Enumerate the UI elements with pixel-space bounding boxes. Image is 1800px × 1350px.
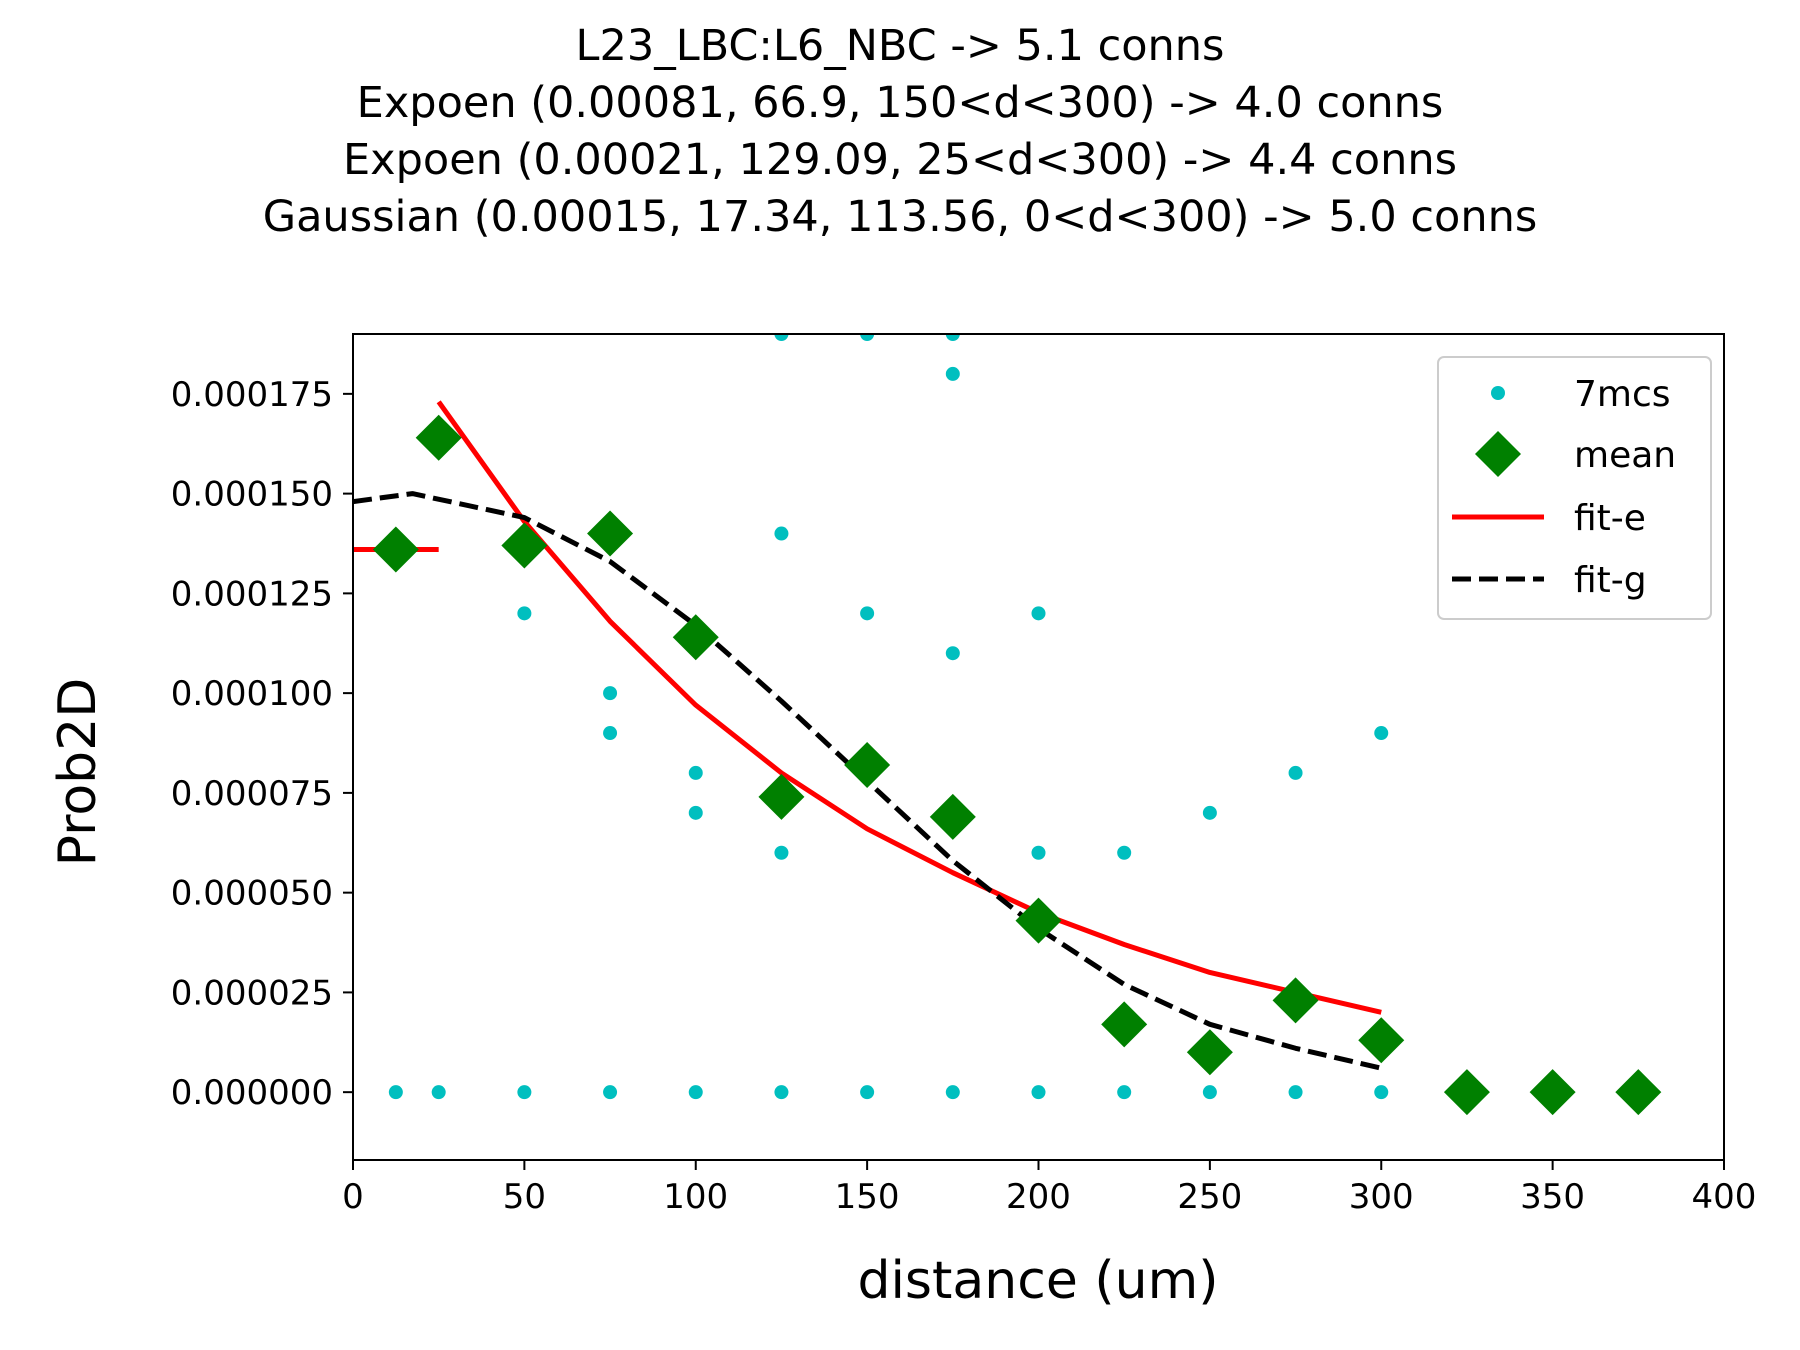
x-tick-label: 250 <box>1177 1177 1242 1217</box>
sample-point <box>1117 1085 1132 1100</box>
sample-point <box>603 1085 618 1100</box>
plot-area <box>353 334 1662 1116</box>
sample-point <box>774 1085 789 1100</box>
sample-point <box>1117 845 1132 860</box>
legend-label: fit-e <box>1574 498 1646 539</box>
y-tick-label: 0.000050 <box>171 874 333 914</box>
mean-marker <box>501 522 548 569</box>
mean-marker <box>587 510 634 557</box>
x-tick-label: 0 <box>342 1177 364 1217</box>
legend-label: fit-g <box>1574 560 1647 601</box>
mean-marker <box>929 793 976 840</box>
mean-marker <box>1015 897 1062 944</box>
sample-point <box>1202 805 1217 820</box>
y-tick-label: 0.000075 <box>171 774 333 814</box>
y-axis-label: Prob2D <box>48 678 108 867</box>
sample-point <box>688 1085 703 1100</box>
mean-marker <box>415 414 462 461</box>
mean-marker <box>372 526 419 573</box>
sample-point <box>1031 606 1046 621</box>
y-tick-label: 0.000025 <box>171 973 333 1013</box>
mean-marker <box>844 741 891 788</box>
mean-marker <box>1101 1001 1148 1048</box>
sample-point <box>1288 765 1303 780</box>
sample-point <box>688 805 703 820</box>
fit-e-line <box>436 400 1382 1015</box>
sample-point <box>945 334 960 341</box>
legend-marker-7mcs <box>1491 386 1505 400</box>
sample-point <box>774 334 789 341</box>
mean-marker <box>1529 1069 1576 1116</box>
mean-marker <box>758 773 805 820</box>
legend-label: 7mcs <box>1574 374 1671 415</box>
legend-label: mean <box>1574 435 1676 476</box>
mean-marker <box>1272 977 1319 1024</box>
sample-point <box>945 1085 960 1100</box>
x-tick-label: 50 <box>503 1177 546 1217</box>
sample-point <box>431 1085 446 1100</box>
title-line-1: L23_LBC:L6_NBC -> 5.1 conns <box>576 21 1225 71</box>
legend-marker-mean <box>1475 431 1521 477</box>
title-line-4: Gaussian (0.00015, 17.34, 113.56, 0<d<30… <box>263 192 1537 242</box>
sample-point <box>1202 1085 1217 1100</box>
x-tick-label: 400 <box>1692 1177 1757 1217</box>
plot-marks <box>353 334 1389 1100</box>
sample-point <box>603 726 618 741</box>
sample-point <box>860 606 875 621</box>
legend-box <box>1437 356 1712 620</box>
y-tick-label: 0.000100 <box>171 674 333 714</box>
sample-point <box>603 686 618 701</box>
plot-marks-overflow <box>372 414 1662 1116</box>
legend: 7mcs mean fit-e fit-g <box>1437 356 1712 620</box>
mean-marker <box>1358 1017 1405 1064</box>
sample-point <box>1374 1085 1389 1100</box>
sample-point <box>1374 726 1389 741</box>
x-axis-label: distance (um) <box>857 1251 1218 1311</box>
axes: 0 50 100 150 200 250 300 350 400 0.000000 0.000025… <box>171 333 1757 1217</box>
sample-point <box>1288 1085 1303 1100</box>
sample-point <box>774 845 789 860</box>
chart-title: L23_LBC:L6_NBC -> 5.1 conns Expoen (0.00… <box>263 21 1537 242</box>
title-line-2: Expoen (0.00081, 66.9, 150<d<300) -> 4.0… <box>357 78 1444 128</box>
sample-point <box>860 1085 875 1100</box>
sample-point <box>388 1085 403 1100</box>
sample-point <box>945 646 960 661</box>
x-tick-label: 300 <box>1349 1177 1414 1217</box>
x-tick-label: 200 <box>1006 1177 1071 1217</box>
x-tick-label: 350 <box>1520 1177 1585 1217</box>
sample-point <box>945 366 960 381</box>
x-tick-label: 100 <box>663 1177 728 1217</box>
sample-point <box>774 526 789 541</box>
y-tick-label: 0.000000 <box>171 1073 333 1113</box>
title-line-3: Expoen (0.00021, 129.09, 25<d<300) -> 4.… <box>343 135 1457 185</box>
sample-point <box>860 334 875 341</box>
sample-point <box>688 765 703 780</box>
y-tick-label: 0.000175 <box>171 375 333 415</box>
sample-point <box>517 1085 532 1100</box>
y-tick-label: 0.000125 <box>171 574 333 614</box>
sample-point <box>1031 1085 1046 1100</box>
sample-point <box>517 606 532 621</box>
y-tick-label: 0.000150 <box>171 475 333 515</box>
mean-marker <box>1186 1029 1233 1076</box>
mean-marker <box>1615 1069 1662 1116</box>
mean-marker <box>1443 1069 1490 1116</box>
sample-point <box>1031 845 1046 860</box>
mean-marker <box>672 614 719 661</box>
x-tick-label: 150 <box>835 1177 900 1217</box>
